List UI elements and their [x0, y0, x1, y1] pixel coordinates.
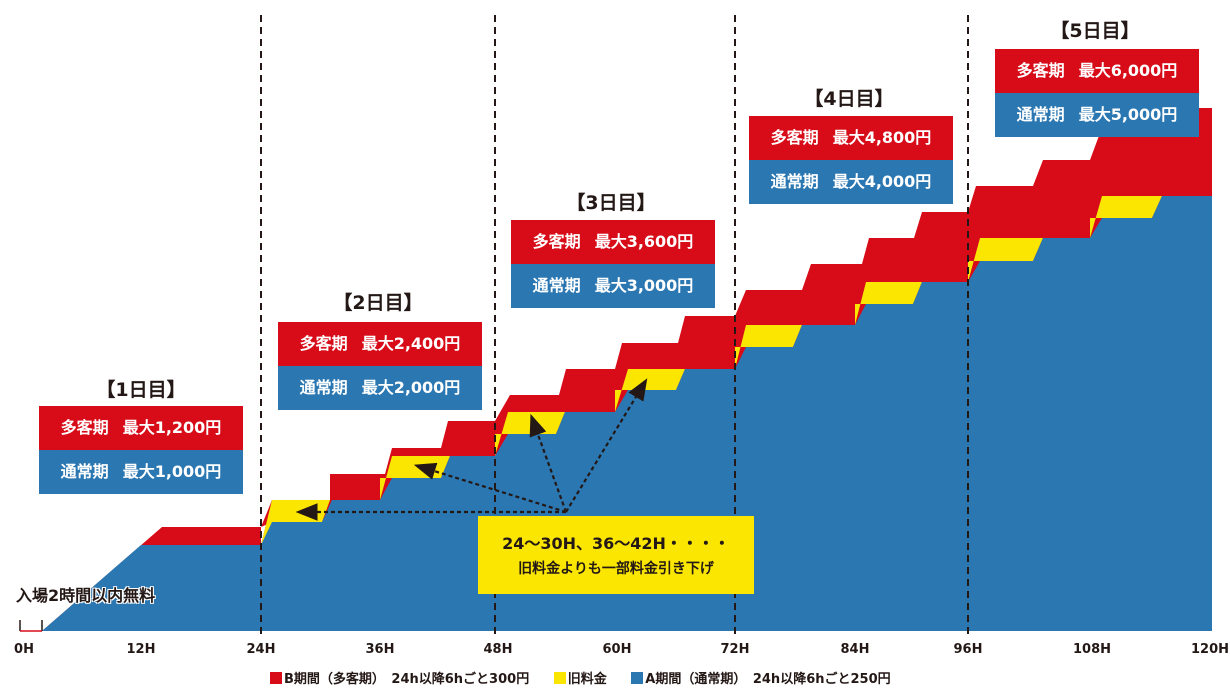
arrow-to-60-66h [565, 378, 648, 513]
day-3-title: 【3日目】 [566, 192, 656, 214]
day-1-normal-row: 通常期 最大1,000円 [39, 450, 243, 494]
peak-value: 最大2,400円 [361, 334, 461, 353]
x-tick-24h: 24H [246, 642, 276, 657]
day-4-price-box: 多客期 最大4,800円 通常期 最大4,000円 [749, 116, 953, 204]
peak-value: 最大3,600円 [594, 232, 694, 251]
legend-item-a-period: A期間（通常期） 24h以降6hごと250円 [631, 668, 891, 687]
day-3-price-box: 多客期 最大3,600円 通常期 最大3,000円 [511, 220, 715, 308]
peak-name: 多客期 [1016, 61, 1065, 80]
note-line-1: 24〜30H、36〜42H・・・・ [502, 534, 730, 553]
arrow-to-36-42h [413, 462, 567, 514]
peak-name: 多客期 [532, 232, 581, 251]
free-period-bracket [19, 620, 43, 631]
x-tick-84h: 84H [840, 642, 870, 657]
normal-name: 通常期 [1016, 105, 1065, 124]
note-line-2: 旧料金よりも一部料金引き下げ [518, 561, 714, 577]
normal-name: 通常期 [770, 172, 819, 191]
day-4-peak-row: 多客期 最大4,800円 [749, 116, 953, 160]
normal-value: 最大5,000円 [1078, 105, 1178, 124]
day-1-price-box: 多客期 最大1,200円 通常期 最大1,000円 [39, 406, 243, 494]
legend-item-old-price: 旧料金 [553, 668, 607, 687]
x-tick-48h: 48H [483, 642, 513, 657]
x-tick-120h: 120H [1190, 642, 1230, 657]
peak-value: 最大6,000円 [1078, 61, 1178, 80]
normal-value: 最大4,000円 [832, 172, 932, 191]
normal-name: 通常期 [532, 276, 581, 295]
normal-name: 通常期 [60, 462, 109, 481]
legend-b-label: B期間（多客期） 24h以降6hごと300円 [284, 672, 530, 687]
day-5-price-box: 多客期 最大6,000円 通常期 最大5,000円 [995, 49, 1199, 137]
x-tick-108h: 108H [1072, 642, 1112, 657]
day-3-normal-row: 通常期 最大3,000円 [511, 264, 715, 308]
red-swatch-icon [270, 672, 282, 684]
day-1-title: 【1日目】 [96, 379, 186, 401]
normal-value: 最大3,000円 [594, 276, 694, 295]
x-tick-0h: 0H [14, 642, 34, 657]
x-tick-60h: 60H [602, 642, 632, 657]
peak-name: 多客期 [770, 128, 819, 147]
peak-value: 最大4,800円 [832, 128, 932, 147]
legend-a-label: A期間（通常期） 24h以降6hごと250円 [645, 672, 891, 687]
day-2-title: 【2日目】 [333, 292, 423, 314]
day-3-peak-row: 多客期 最大3,600円 [511, 220, 715, 264]
day-5-peak-row: 多客期 最大6,000円 [995, 49, 1199, 93]
x-tick-72h: 72H [720, 642, 750, 657]
x-tick-12h: 12H [126, 642, 156, 657]
day-2-normal-row: 通常期 最大2,000円 [278, 366, 482, 410]
free-entry-label: 入場2時間以内無料 [16, 586, 156, 605]
annotation-arrows [295, 378, 648, 521]
blue-swatch-icon [631, 672, 644, 684]
x-tick-96h: 96H [953, 642, 983, 657]
day-1-peak-row: 多客期 最大1,200円 [39, 406, 243, 450]
day-4-title: 【4日目】 [804, 88, 894, 110]
peak-name: 多客期 [299, 334, 348, 353]
day-5-normal-row: 通常期 最大5,000円 [995, 93, 1199, 137]
yellow-swatch-icon [553, 672, 566, 684]
legend: B期間（多客期） 24h以降6hごと300円 旧料金 A期間（通常期） 24h以… [270, 668, 911, 687]
normal-value: 最大2,000円 [361, 378, 461, 397]
day-2-price-box: 多客期 最大2,400円 通常期 最大2,000円 [278, 322, 482, 410]
peak-value: 最大1,200円 [122, 418, 222, 437]
peak-name: 多客期 [60, 418, 109, 437]
legend-item-b-period: B期間（多客期） 24h以降6hごと300円 [270, 668, 529, 687]
legend-old-label: 旧料金 [567, 672, 607, 687]
x-tick-36h: 36H [365, 642, 395, 657]
price-reduction-note: 24〜30H、36〜42H・・・・ 旧料金よりも一部料金引き下げ [478, 516, 754, 594]
day-4-normal-row: 通常期 最大4,000円 [749, 160, 953, 204]
normal-value: 最大1,000円 [122, 462, 222, 481]
arrow-to-48-54h [529, 413, 568, 513]
day-5-title: 【5日目】 [1050, 20, 1140, 42]
normal-name: 通常期 [299, 378, 348, 397]
day-2-peak-row: 多客期 最大2,400円 [278, 322, 482, 366]
